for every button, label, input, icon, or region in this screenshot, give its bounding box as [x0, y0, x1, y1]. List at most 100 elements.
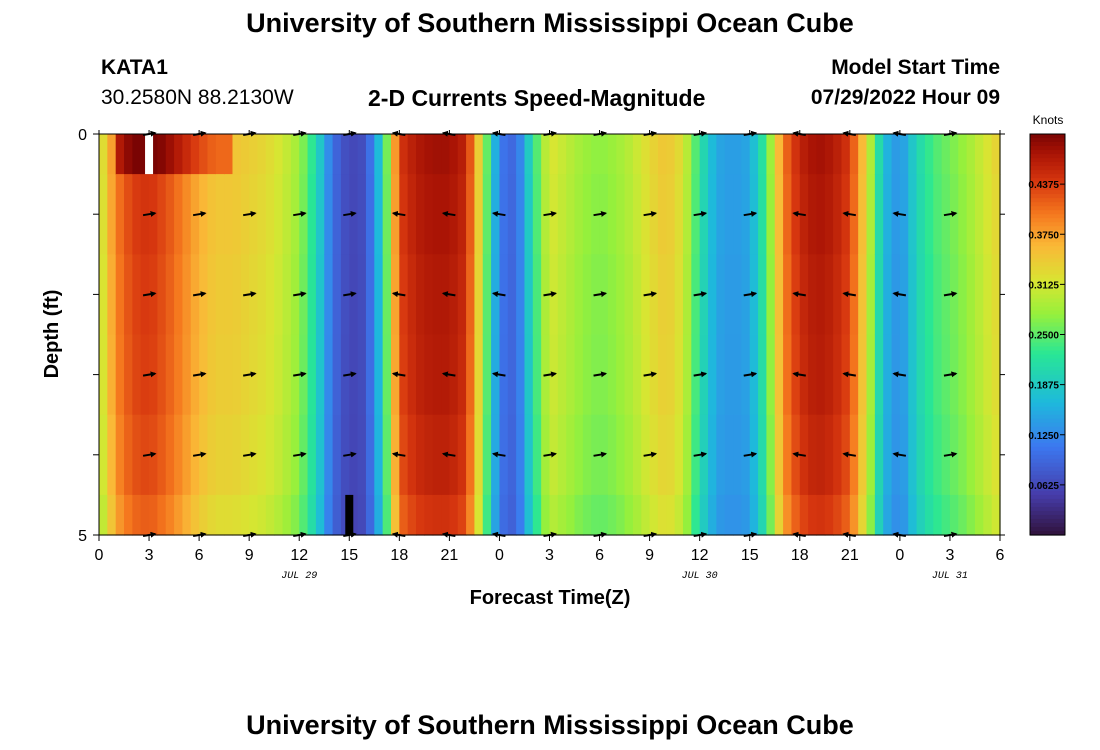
colorbar-segment: [1030, 442, 1065, 448]
heatmap-cell: [991, 334, 1001, 416]
heatmap-cell: [666, 334, 676, 416]
current-vector-arrow: [491, 451, 506, 458]
heatmap-cell: [783, 134, 793, 175]
colorbar-segment: [1030, 414, 1065, 420]
heatmap-cell: [682, 174, 692, 255]
heatmap-cell: [416, 334, 425, 416]
heatmap-cell: [365, 494, 375, 536]
colorbar-segment: [1030, 150, 1065, 155]
heatmap-cell: [566, 414, 576, 496]
heatmap-cell: [766, 414, 776, 496]
heatmap-cell: [824, 334, 834, 416]
heatmap-cell: [457, 134, 467, 175]
heatmap-cell: [657, 414, 667, 496]
heatmap-cell: [958, 414, 968, 496]
heatmap-cell: [466, 414, 476, 496]
colorbar-segment: [1030, 190, 1065, 195]
heatmap-cell: [174, 334, 184, 416]
heatmap-cell: [983, 494, 993, 536]
heatmap-cell: [282, 134, 292, 175]
colorbar-segment: [1030, 330, 1065, 336]
heatmap-cell: [307, 254, 317, 336]
heatmap-cell: [632, 414, 642, 496]
heatmap-cell: [157, 334, 167, 416]
heatmap-cell: [624, 254, 634, 336]
heatmap-cell: [507, 494, 517, 536]
heatmap-cell: [816, 174, 826, 255]
heatmap-cell: [866, 494, 876, 536]
heatmap-cell: [566, 174, 576, 255]
heatmap-cell: [224, 334, 234, 416]
heatmap-cell: [182, 134, 192, 175]
current-vector-arrow: [943, 210, 958, 217]
page-title: University of Southern Mississippi Ocean…: [246, 8, 854, 38]
x-tick-label: 12: [691, 547, 709, 564]
heatmap-cell: [541, 134, 551, 175]
heatmap-cell: [924, 174, 934, 255]
heatmap-cell: [524, 494, 534, 536]
heatmap-cell: [224, 134, 234, 175]
heatmap-cell: [974, 414, 984, 496]
heatmap-cell: [357, 174, 367, 255]
heatmap-cell: [958, 254, 968, 336]
current-vector-arrow: [892, 210, 907, 217]
heatmap-cell: [507, 134, 517, 175]
heatmap-cell: [632, 134, 642, 175]
heatmap-cell: [382, 254, 392, 336]
colorbar-segment: [1030, 290, 1065, 295]
heatmap-cell: [157, 254, 167, 336]
colorbar-segment: [1030, 490, 1065, 496]
colorbar-segment: [1030, 506, 1065, 512]
heatmap-cell: [691, 134, 701, 175]
heatmap-cell: [165, 174, 175, 255]
heatmap-cell: [149, 494, 158, 536]
heatmap-cell: [966, 494, 976, 536]
colorbar-segment: [1030, 262, 1065, 267]
heatmap-cell: [207, 254, 217, 336]
current-vector-arrow: [343, 291, 357, 298]
heatmap-cell: [265, 174, 275, 255]
current-vector-arrow: [842, 451, 856, 458]
heatmap-cell: [165, 414, 175, 496]
heatmap-cell: [682, 414, 692, 496]
heatmap-cell: [682, 254, 692, 336]
heatmap-cell: [99, 414, 108, 496]
colorbar-segment: [1030, 510, 1065, 516]
colorbar-segment: [1030, 206, 1065, 211]
heatmap-cell: [215, 414, 225, 496]
heatmap-cell: [933, 334, 943, 416]
heatmap-cell: [416, 174, 425, 255]
heatmap-cell: [182, 254, 192, 336]
heatmap-cell: [174, 174, 184, 255]
heatmap-cell: [474, 494, 484, 536]
heatmap-cell: [666, 174, 676, 255]
heatmap-cell: [240, 134, 250, 175]
heatmap-cell: [783, 334, 793, 416]
colorbar-segment: [1030, 338, 1065, 344]
heatmap-cell: [599, 494, 609, 536]
heatmap-cell: [549, 134, 559, 175]
heatmap-cell: [474, 254, 484, 336]
heatmap-cell: [607, 174, 617, 255]
heatmap-cell: [182, 494, 192, 536]
heatmap-cell: [958, 334, 968, 416]
heatmap-cell: [758, 414, 767, 496]
heatmap-cell: [432, 174, 442, 255]
heatmap-cell: [799, 494, 809, 536]
colorbar-segment: [1030, 350, 1065, 356]
heatmap-cell: [733, 414, 742, 496]
heatmap-cell: [833, 414, 843, 496]
heatmap-cell: [841, 494, 851, 536]
heatmap-cell: [566, 254, 576, 336]
x-tick-label: 0: [95, 547, 104, 564]
heatmap-cell: [541, 494, 551, 536]
colorbar-segment: [1030, 374, 1065, 380]
heatmap-cell: [324, 254, 334, 336]
heatmap-cell: [441, 134, 450, 175]
heatmap-cell: [157, 134, 167, 175]
heatmap-cell: [466, 334, 476, 416]
heatmap-cell: [516, 134, 526, 175]
heatmap-cell: [616, 414, 626, 496]
colorbar-segment: [1030, 178, 1065, 183]
heatmap-cell: [474, 334, 484, 416]
